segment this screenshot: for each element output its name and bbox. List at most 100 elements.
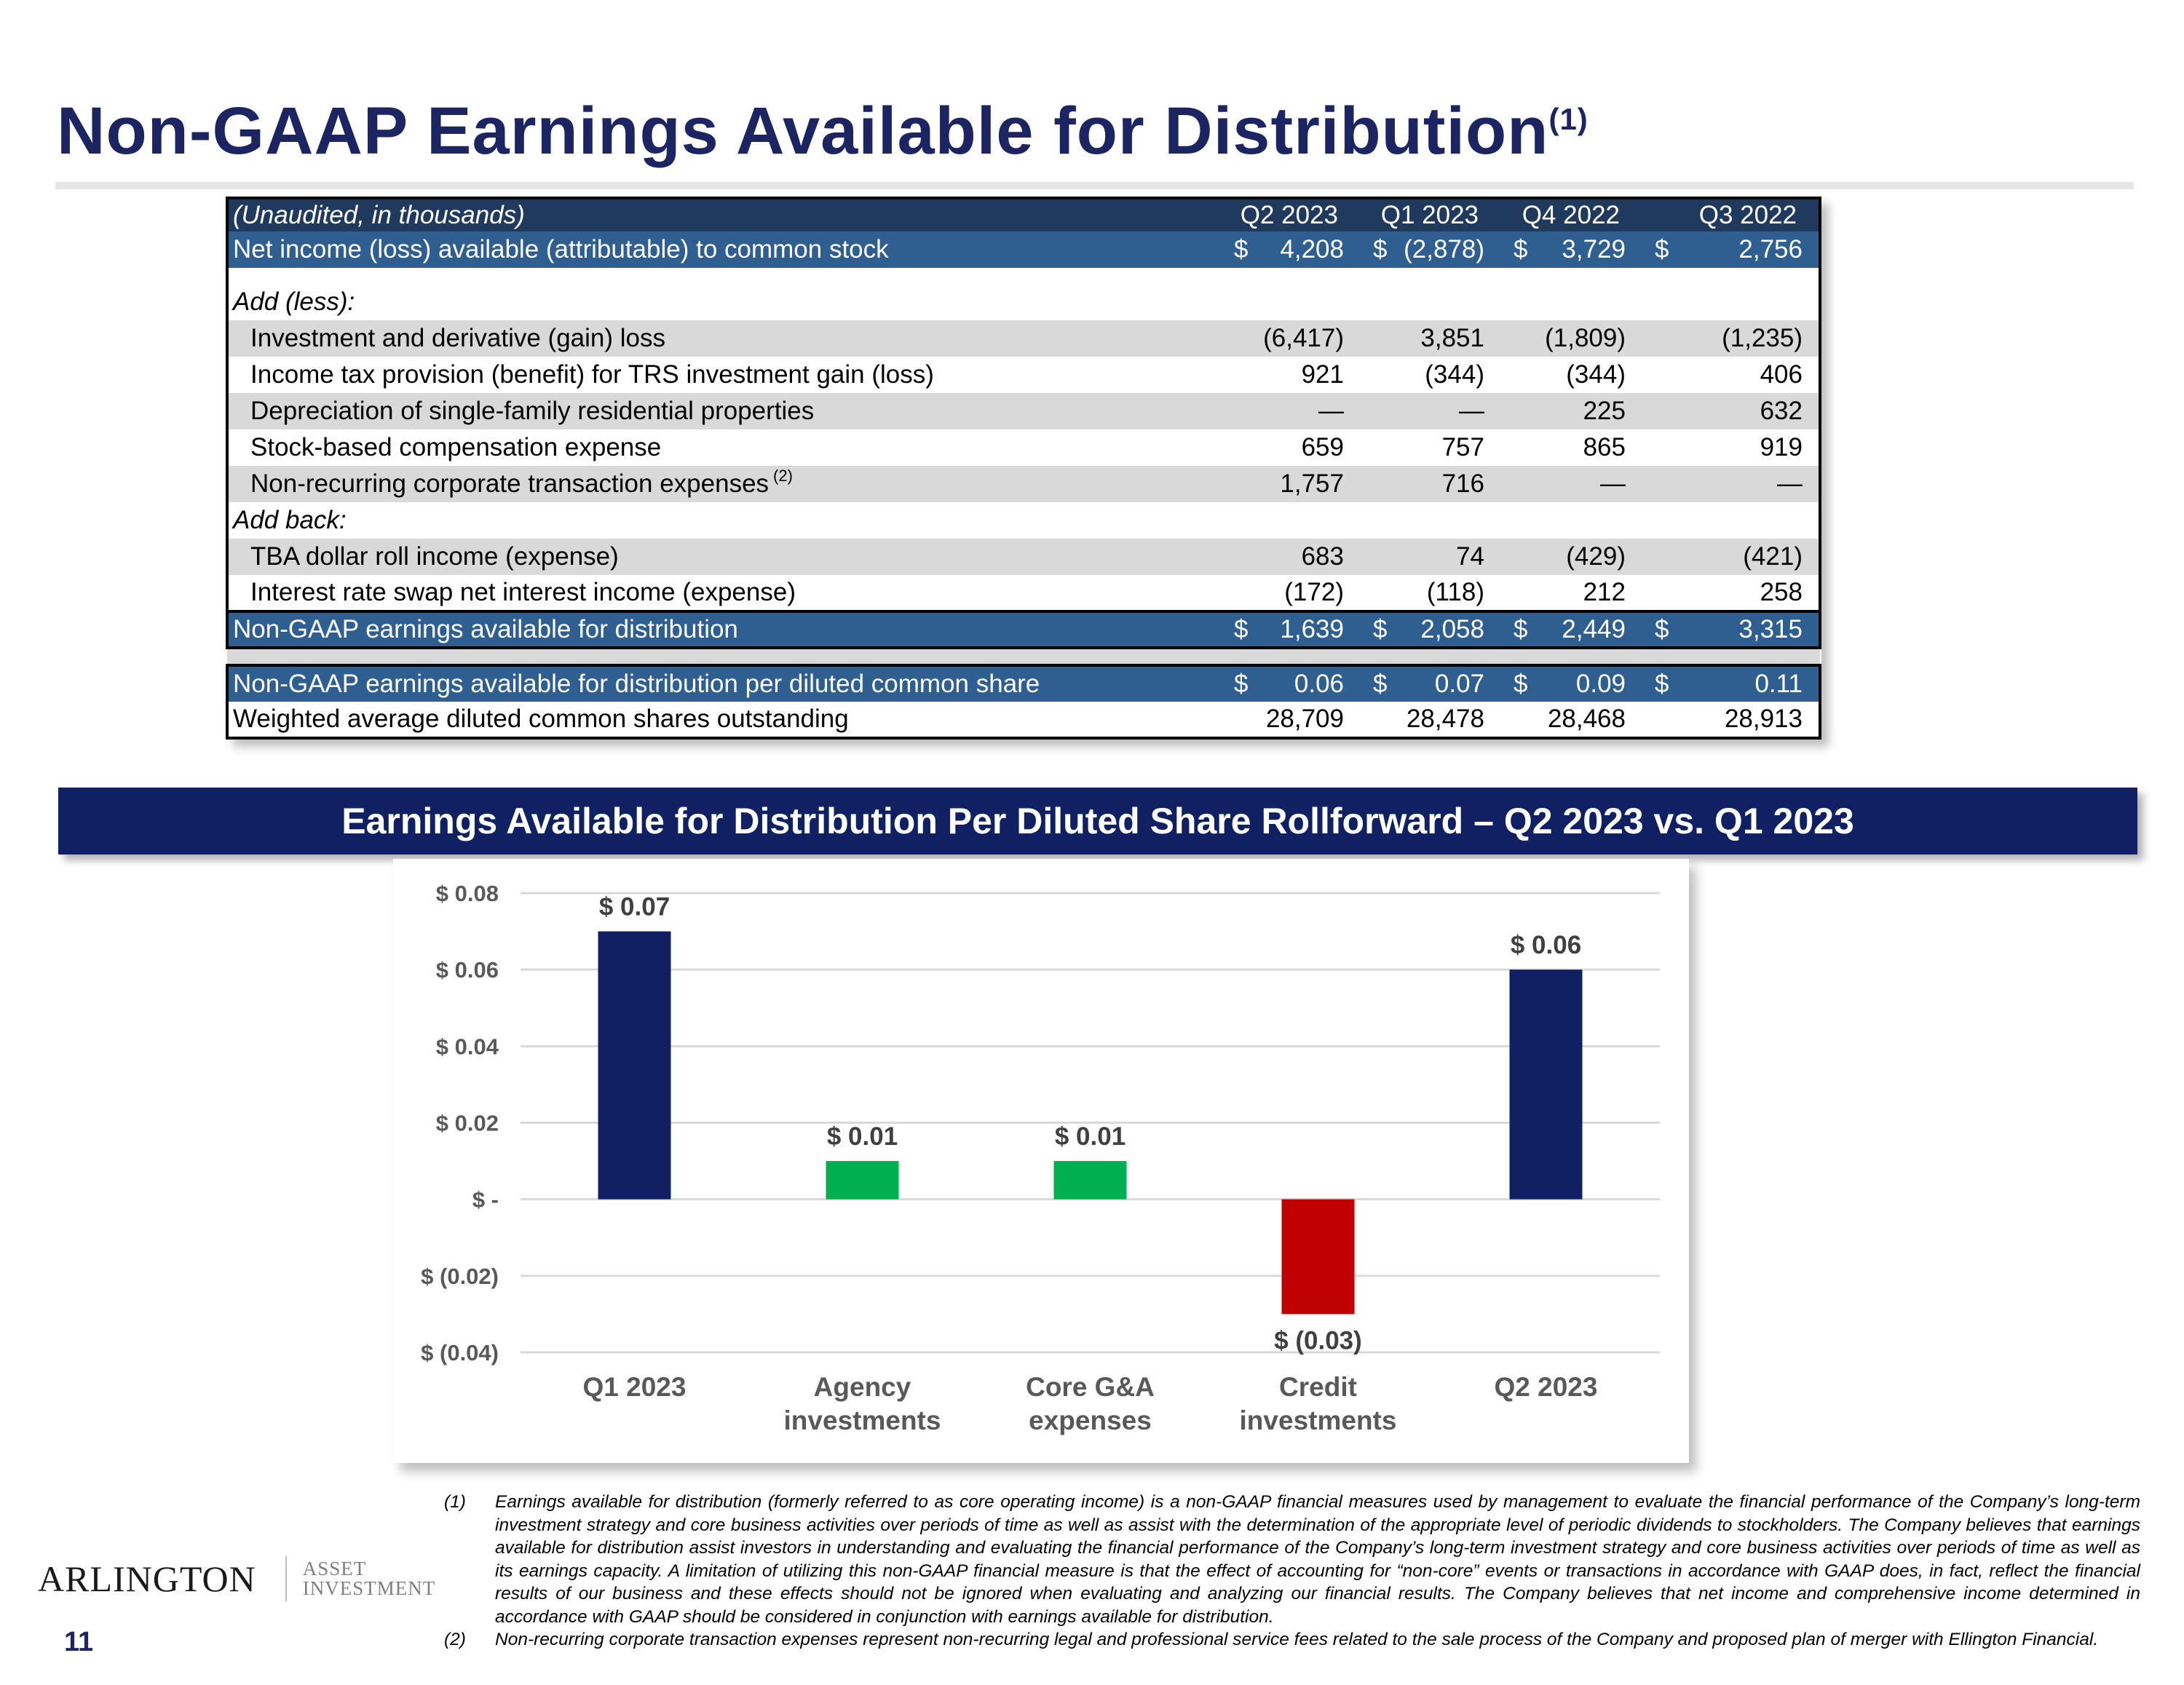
table-row: Depreciation of single-family residentia… <box>226 393 1821 429</box>
currency-symbol: $ <box>1234 670 1249 698</box>
cell-value: 28,913 <box>1642 702 1821 738</box>
spacer-row <box>227 648 1820 665</box>
column-header: Q3 2022 <box>1642 198 1821 231</box>
cell-value: 683 <box>1221 539 1360 575</box>
cell-value: — <box>1642 466 1821 502</box>
cell-value: 3,729 <box>1562 235 1626 263</box>
cell-value: 865 <box>1500 429 1642 466</box>
currency-symbol: $ <box>1655 615 1669 643</box>
page-number: 11 <box>64 1627 94 1657</box>
cell-value: — <box>1221 393 1360 429</box>
cell-value: 921 <box>1221 357 1360 393</box>
cell-value: 3,851 <box>1360 320 1500 357</box>
cell-value: (2,878) <box>1404 235 1484 263</box>
data-label: $ 0.01 <box>827 1122 898 1151</box>
footnotes: (1) Earnings available for distribution … <box>444 1491 2140 1652</box>
bar <box>826 1161 899 1200</box>
currency-symbol: $ <box>1373 235 1388 263</box>
row-label: Investment and derivative (gain) loss <box>226 320 1221 357</box>
bar <box>598 931 671 1200</box>
x-tick-label: expenses <box>1029 1406 1152 1435</box>
cell-value: 28,478 <box>1360 702 1500 738</box>
section-label-add-back: Add back: <box>226 502 1221 539</box>
cell-value: (118) <box>1360 575 1500 611</box>
cell-value: 28,468 <box>1500 702 1642 738</box>
cell-value: 212 <box>1500 575 1642 611</box>
logo-sub-line: ASSET <box>302 1558 367 1579</box>
cell-value: 4,208 <box>1280 235 1344 263</box>
y-tick-label: $ - <box>472 1187 499 1213</box>
company-logo: ARLINGTON ASSET INVESTMENT <box>38 1556 435 1601</box>
cell-value: 0.11 <box>1754 670 1803 698</box>
x-tick-label: Agency <box>814 1372 911 1402</box>
cell-value: (429) <box>1500 539 1642 575</box>
section-row: Add (less): <box>226 284 1821 320</box>
logo-sub-line: INVESTMENT <box>302 1577 436 1599</box>
earnings-table: (Unaudited, in thousands) Q2 2023 Q1 202… <box>226 197 1821 740</box>
row-label: TBA dollar roll income (expense) <box>226 539 1221 575</box>
table-row: Investment and derivative (gain) loss (6… <box>226 320 1821 357</box>
cell-value: (1,235) <box>1642 320 1821 357</box>
currency-symbol: $ <box>1234 235 1249 263</box>
section-label-add-less: Add (less): <box>226 284 1221 320</box>
cell-value: 0.07 <box>1434 670 1484 698</box>
cell-value: 2,058 <box>1420 615 1484 643</box>
cell-value: 406 <box>1642 357 1821 393</box>
footnote-number: (2) <box>444 1630 466 1649</box>
currency-symbol: $ <box>1514 235 1528 263</box>
x-tick-label: Q1 2023 <box>583 1372 687 1402</box>
logo-divider <box>285 1556 287 1601</box>
row-label: Weighted average diluted common shares o… <box>226 702 1221 738</box>
cell-value: 0.06 <box>1294 670 1344 698</box>
currency-symbol: $ <box>1514 670 1528 698</box>
cell-value: 757 <box>1360 429 1500 466</box>
table-header-label: (Unaudited, in thousands) <box>226 198 1221 231</box>
table-row: Non-recurring corporate transaction expe… <box>226 466 1821 502</box>
row-label: Stock-based compensation expense <box>226 429 1221 466</box>
table-row: Income tax provision (benefit) for TRS i… <box>226 357 1821 393</box>
cell-value: 28,709 <box>1221 702 1360 738</box>
column-header: Q4 2022 <box>1522 201 1620 229</box>
footnote: (1) Earnings available for distribution … <box>444 1491 2140 1628</box>
cell-value: (1,809) <box>1500 320 1642 357</box>
shares-row: Weighted average diluted common shares o… <box>226 702 1821 738</box>
cell-value: 1,757 <box>1221 466 1360 502</box>
x-tick-label: Credit <box>1279 1372 1357 1402</box>
section-row: Add back: <box>226 502 1821 539</box>
x-tick-label: Core G&A <box>1026 1372 1155 1402</box>
currency-symbol: $ <box>1514 615 1528 643</box>
currency-symbol: $ <box>1234 615 1249 643</box>
cell-value: (344) <box>1360 357 1500 393</box>
chart-banner: Earnings Available for Distribution Per … <box>58 788 2137 855</box>
title-footnote-ref: (1) <box>1548 102 1588 136</box>
data-label: $ (0.03) <box>1274 1326 1362 1355</box>
cell-value: 716 <box>1360 466 1500 502</box>
bar <box>1281 1199 1355 1315</box>
cell-value: 3,315 <box>1738 615 1803 643</box>
data-label: $ 0.07 <box>599 893 670 921</box>
table-row: TBA dollar roll income (expense) 683 74 … <box>226 539 1821 575</box>
footnote-number: (1) <box>444 1492 466 1512</box>
logo-wordmark: ARLINGTON <box>38 1558 256 1599</box>
cell-value: 659 <box>1221 429 1360 466</box>
row-label: Interest rate swap net interest income (… <box>226 575 1221 611</box>
row-label: Income tax provision (benefit) for TRS i… <box>226 357 1221 393</box>
spacer-row <box>226 268 1821 284</box>
cell-value: 225 <box>1500 393 1642 429</box>
column-header: Q1 2023 <box>1380 201 1479 229</box>
bar <box>1509 970 1583 1200</box>
page-title-text: Non-GAAP Earnings Available for Distribu… <box>57 94 1549 168</box>
currency-symbol: $ <box>1373 615 1388 643</box>
footnote-ref: (2) <box>773 467 793 485</box>
table-header-row: (Unaudited, in thousands) Q2 2023 Q1 202… <box>226 198 1821 231</box>
y-tick-label: $ (0.04) <box>421 1340 499 1365</box>
net-income-row: Net income (loss) available (attributabl… <box>226 231 1821 268</box>
cell-value: — <box>1500 466 1642 502</box>
currency-symbol: $ <box>1655 235 1669 263</box>
y-tick-label: $ 0.04 <box>436 1034 499 1059</box>
cell-value: 258 <box>1642 575 1821 611</box>
table-row: Interest rate swap net interest income (… <box>226 575 1821 611</box>
y-tick-label: $ (0.02) <box>421 1264 499 1289</box>
cell-value: 2,449 <box>1562 615 1626 643</box>
y-tick-label: $ 0.08 <box>436 881 499 906</box>
